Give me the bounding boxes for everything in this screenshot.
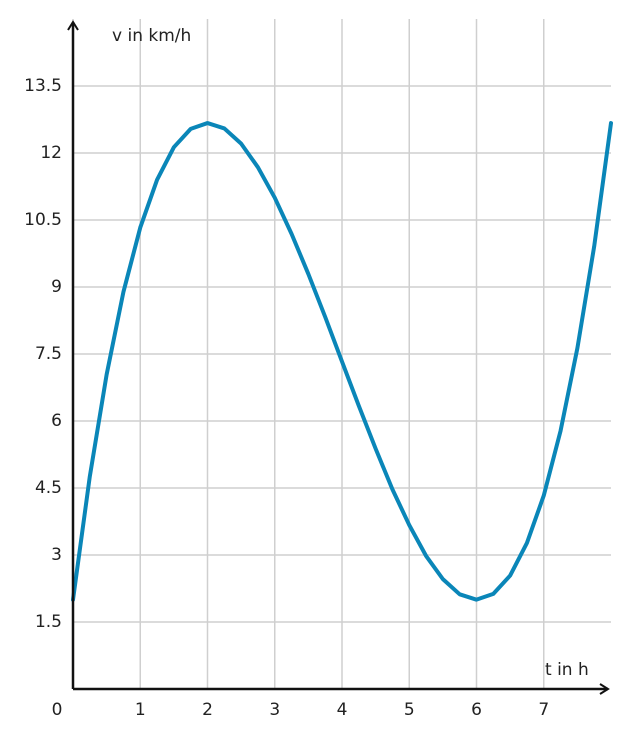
- y-tick-label: 12: [40, 143, 62, 163]
- y-tick-label: 1.5: [35, 612, 62, 632]
- x-tick-label: 4: [337, 700, 348, 720]
- x-tick-label: 1: [135, 700, 146, 720]
- y-tick-label: 4.5: [35, 478, 62, 498]
- y-tick-label: 13.5: [24, 76, 62, 96]
- y-axis-label: v in km/h: [112, 26, 191, 46]
- x-tick-label: 3: [269, 700, 280, 720]
- plot: [71, 121, 613, 602]
- x-tick-label: 2: [202, 700, 213, 720]
- y-tick-label: 6: [51, 411, 62, 431]
- y-tick-label: 10.5: [24, 210, 62, 230]
- x-axis-label: t in h: [545, 660, 589, 680]
- y-tick-label: 7.5: [35, 344, 62, 364]
- x-tick-label: 0: [52, 700, 63, 720]
- y-tick-label: 3: [51, 545, 62, 565]
- x-tick-label: 7: [538, 700, 549, 720]
- line: [71, 121, 613, 602]
- x-tick-label: 5: [404, 700, 415, 720]
- grid: [72, 19, 611, 689]
- x-tick-label: 6: [471, 700, 482, 720]
- y-tick-label: 9: [51, 277, 62, 297]
